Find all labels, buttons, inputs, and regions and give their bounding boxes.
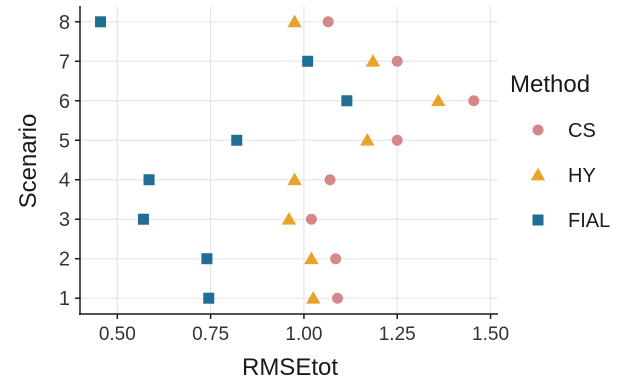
- data-point-hy: [287, 172, 302, 186]
- legend-label-hy: HY: [568, 165, 596, 187]
- data-point-fial: [231, 134, 243, 146]
- data-point-fial: [302, 55, 314, 67]
- legend-label-fial: FIAL: [568, 210, 610, 232]
- legend-items: CS HY FIAL: [530, 120, 610, 232]
- data-point-hy: [281, 212, 297, 225]
- y-tick-label: 1: [59, 288, 70, 310]
- data-point-fial: [203, 292, 215, 304]
- data-point-fial: [137, 213, 149, 225]
- y-tick-label: 3: [59, 209, 70, 231]
- data-point-hy: [360, 133, 375, 146]
- y-tick-label: 6: [59, 91, 70, 113]
- legend-marker-hy: [530, 167, 546, 181]
- legend-marker-fial: [532, 214, 544, 226]
- legend-marker-cs: [532, 124, 544, 136]
- grid-layer: [80, 6, 498, 314]
- data-point-cs: [391, 134, 403, 146]
- legend: Method CS HY FIAL: [510, 71, 610, 232]
- x-axis-title: RMSEtot: [242, 354, 338, 381]
- y-tick-label: 7: [59, 51, 70, 73]
- data-point-fial: [143, 174, 155, 186]
- legend-label-cs: CS: [568, 120, 596, 142]
- data-point-hy: [431, 93, 446, 107]
- x-tick-label: 1.25: [379, 324, 416, 345]
- data-point-cs: [332, 292, 344, 304]
- y-axis-title: Scenario: [15, 114, 42, 209]
- data-point-cs: [391, 55, 403, 67]
- data-point-fial: [201, 253, 213, 265]
- y-tick-label: 2: [59, 249, 70, 271]
- data-point-hy: [365, 54, 381, 67]
- data-point-cs: [322, 16, 334, 28]
- data-point-hy: [304, 251, 319, 265]
- data-point-cs: [330, 253, 342, 265]
- data-point-fial: [341, 95, 353, 107]
- x-tick-label: 0.50: [99, 324, 136, 345]
- x-tick-label: 0.75: [192, 324, 229, 345]
- data-point-hy: [287, 14, 302, 28]
- axis-layer: 0.50 0.75 1.00 1.25 1.50 1 2 3 4 5 6 7 8: [59, 6, 509, 345]
- points-layer: [95, 14, 480, 304]
- y-tick-label: 4: [59, 170, 70, 192]
- data-point-hy: [306, 291, 321, 304]
- x-tick-label: 1.50: [472, 324, 509, 345]
- legend-title: Method: [510, 71, 590, 98]
- y-tick-label: 8: [59, 12, 70, 34]
- data-point-cs: [468, 95, 480, 107]
- data-point-fial: [95, 16, 107, 28]
- data-point-cs: [305, 213, 317, 225]
- y-tick-label: 5: [59, 130, 70, 152]
- x-tick-label: 1.00: [285, 324, 322, 345]
- data-point-cs: [324, 174, 336, 186]
